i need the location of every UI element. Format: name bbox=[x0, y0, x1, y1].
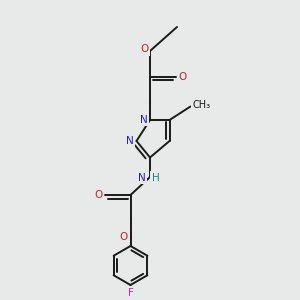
Text: N: N bbox=[138, 172, 146, 183]
Text: CH₃: CH₃ bbox=[193, 100, 211, 110]
Text: F: F bbox=[128, 287, 134, 298]
Text: O: O bbox=[94, 190, 103, 200]
Text: O: O bbox=[178, 71, 186, 82]
Text: O: O bbox=[140, 44, 149, 55]
Text: N: N bbox=[140, 115, 147, 125]
Text: O: O bbox=[120, 232, 128, 242]
Text: H: H bbox=[152, 172, 159, 183]
Text: N: N bbox=[126, 136, 134, 146]
